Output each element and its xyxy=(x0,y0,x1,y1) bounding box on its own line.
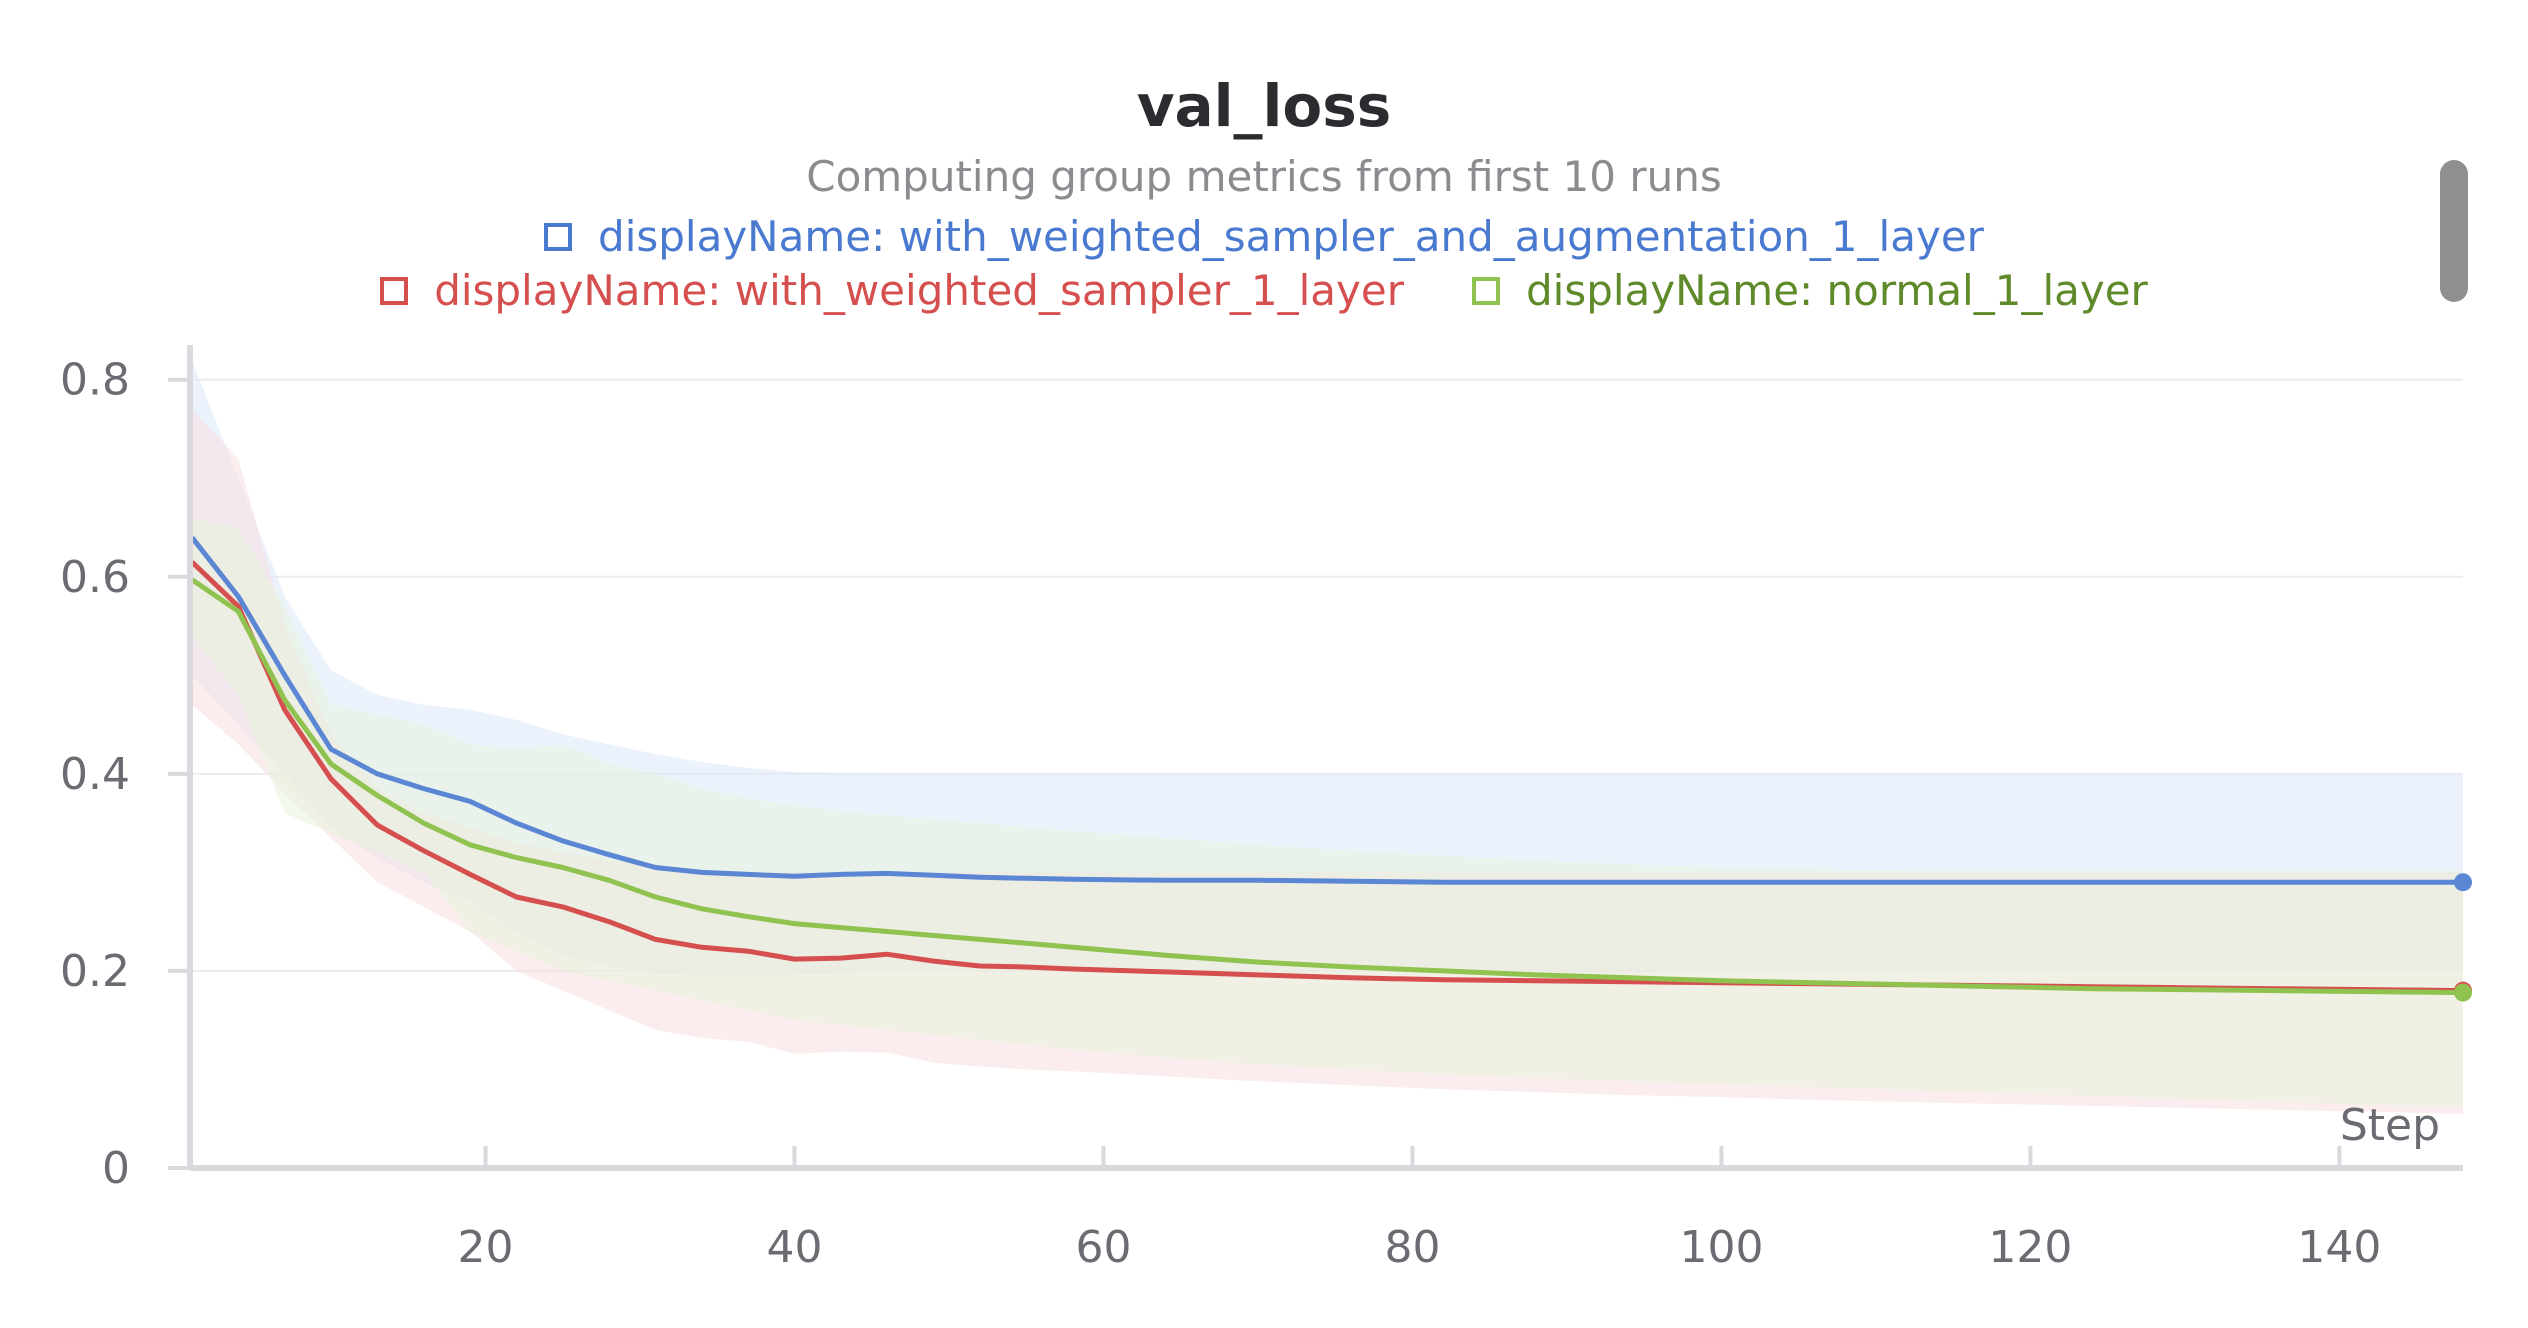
x-tick-label: 100 xyxy=(1679,1222,1763,1273)
chart-title: val_loss xyxy=(1136,72,1392,140)
legend-item-weighted-sampler[interactable]: displayName: with_weighted_sampler_1_lay… xyxy=(380,266,1404,315)
axes xyxy=(168,345,2463,1171)
series-line-0 xyxy=(190,535,2463,885)
confidence-bands xyxy=(192,360,2463,1114)
x-tick-label: 20 xyxy=(458,1222,514,1273)
legend-label: displayName: with_weighted_sampler_1_lay… xyxy=(434,266,1405,315)
x-tick-label: 60 xyxy=(1075,1222,1131,1273)
x-tick-label: 80 xyxy=(1384,1222,1440,1273)
legend-swatch-icon xyxy=(1472,276,1501,305)
series-lines xyxy=(190,535,2472,1002)
x-axis-label: Step xyxy=(2340,1100,2440,1151)
x-tick-label: 140 xyxy=(2297,1222,2381,1273)
y-tick-label: 0.2 xyxy=(60,946,130,997)
series-end-point-2 xyxy=(2454,983,2472,1002)
scrollbar-thumb[interactable] xyxy=(2440,160,2468,302)
legend-label: displayName: normal_1_layer xyxy=(1526,266,2148,315)
y-tick-label: 0.8 xyxy=(60,355,130,406)
series-band-2 xyxy=(192,517,2463,1107)
y-tick-label: 0 xyxy=(102,1143,130,1194)
y-tick-label: 0.6 xyxy=(60,552,130,603)
legend-swatch-icon xyxy=(544,222,573,251)
tick-labels: 0 0.2 0.4 0.6 0.8 20 40 60 80 100 120 140 Step xyxy=(60,355,2440,1273)
legend-label: displayName: with_weighted_sampler_and_a… xyxy=(598,212,1984,261)
legend-swatch-icon xyxy=(380,276,409,305)
legend-row-1: displayName: with_weighted_sampler_and_a… xyxy=(0,212,2528,261)
legend-row-2: displayName: with_weighted_sampler_1_lay… xyxy=(0,266,2528,315)
series-end-point-0 xyxy=(2454,873,2472,892)
legend-item-normal[interactable]: displayName: normal_1_layer xyxy=(1472,266,2148,315)
chart-subtitle: Computing group metrics from first 10 ru… xyxy=(806,152,1722,201)
series-line-2 xyxy=(190,577,2464,996)
y-tick-label: 0.4 xyxy=(60,749,130,800)
x-tick-label: 40 xyxy=(767,1222,823,1273)
legend-item-augmentation[interactable]: displayName: with_weighted_sampler_and_a… xyxy=(544,212,1984,261)
x-tick-label: 120 xyxy=(1988,1222,2072,1273)
